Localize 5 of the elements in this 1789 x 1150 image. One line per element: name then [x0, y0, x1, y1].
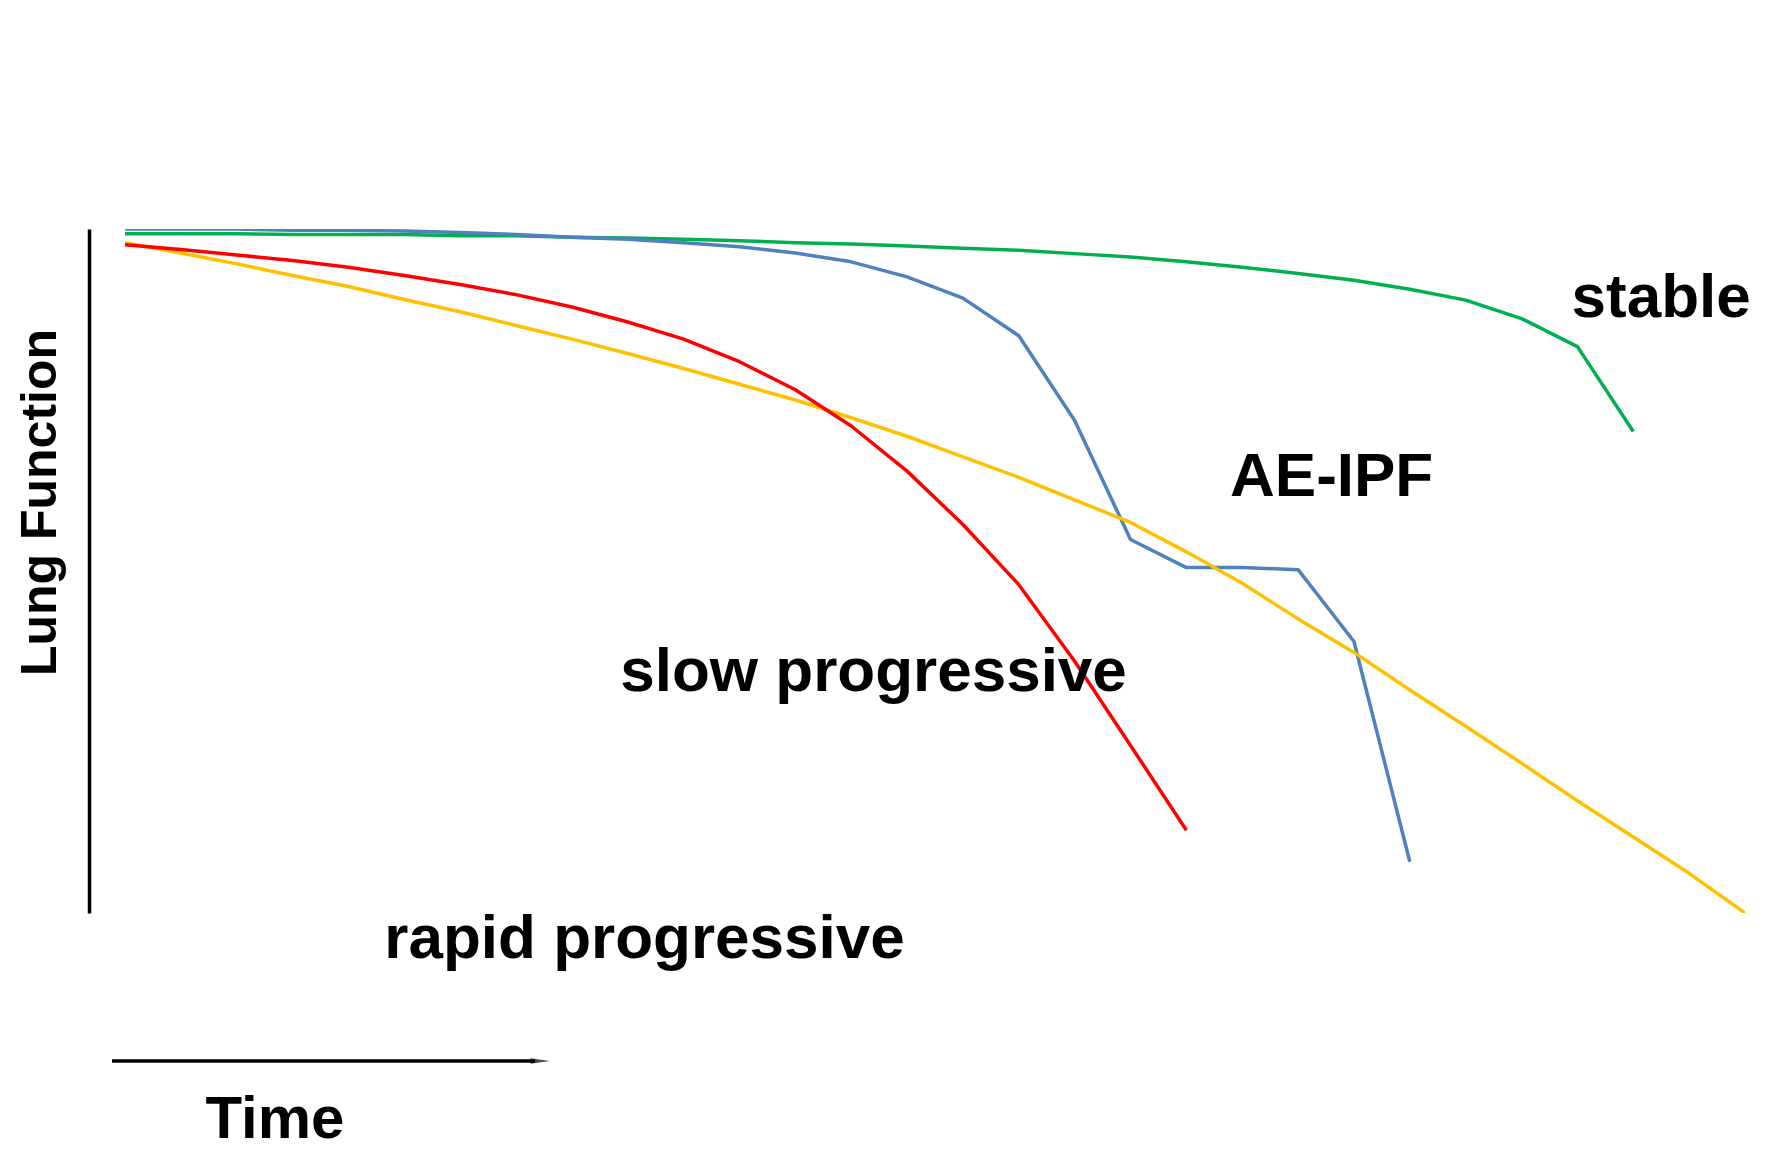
- annotation: AE-IPF: [1230, 440, 1434, 510]
- annotation: stable: [1571, 261, 1751, 331]
- y-axis-title: Lung Function: [10, 328, 67, 677]
- annotation: rapid progressive: [384, 901, 905, 971]
- x-axis-title: Time: [205, 1083, 345, 1150]
